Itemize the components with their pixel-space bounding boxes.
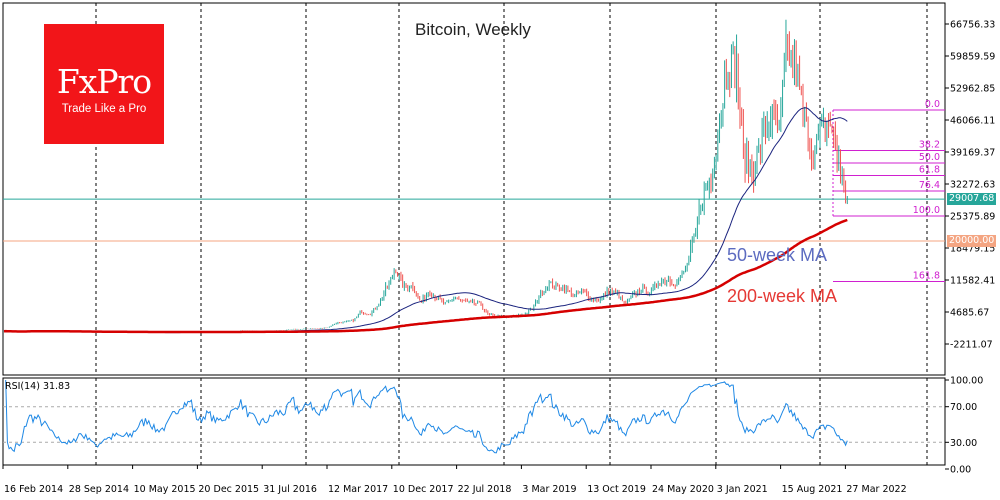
x-tick-label: 12 Mar 2017 xyxy=(328,484,388,495)
chart-title: Bitcoin, Weekly xyxy=(415,20,531,39)
x-tick-label: 27 Mar 2022 xyxy=(846,484,906,495)
rsi-line xyxy=(5,379,848,454)
fib-level-label: 38.2 xyxy=(919,139,940,150)
logo-tagline: Trade Like a Pro xyxy=(61,103,147,115)
x-tick-label: 10 Dec 2017 xyxy=(393,484,454,495)
rsi-pane xyxy=(2,377,946,466)
rsi-y-tick-label: 70.00 xyxy=(950,402,977,413)
fib-level-label: 61.8 xyxy=(919,164,940,175)
y-tick-label: 4685.67 xyxy=(950,308,989,319)
rsi-label: RSI(14) 31.83 xyxy=(5,381,71,392)
x-tick-label: 24 May 2020 xyxy=(652,484,714,495)
y-tick-label: 18479.15 xyxy=(950,244,995,255)
x-tick-label: 20 Dec 2015 xyxy=(198,484,259,495)
x-tick-label: 3 Jan 2021 xyxy=(717,484,768,495)
fib-level-label: 161.8 xyxy=(913,270,940,281)
x-tick-label: 16 Feb 2014 xyxy=(4,484,63,495)
rsi-y-tick-label: 0.00 xyxy=(950,465,971,476)
fib-level-label: 50.0 xyxy=(919,152,940,163)
current-price-tag: 29007.68 xyxy=(947,193,997,205)
y-tick-label: 32272.63 xyxy=(950,180,995,191)
moving-average-line xyxy=(3,218,848,334)
main-pane xyxy=(2,2,946,376)
y-tick-label: 52962.85 xyxy=(950,84,995,95)
x-tick-label: 13 Oct 2019 xyxy=(587,484,646,495)
fib-level-label: 76.4 xyxy=(919,180,940,191)
x-tick-label: 31 Jul 2016 xyxy=(263,484,317,495)
y-tick-label: 59859.59 xyxy=(950,52,995,63)
y-tick-label: 11582.41 xyxy=(950,276,995,287)
rsi-y-tick-label: 30.00 xyxy=(950,438,977,449)
ma200-label: 200-week MA xyxy=(727,286,838,306)
fib-level-label: 0.0 xyxy=(925,99,940,110)
y-tick-label: 39169.37 xyxy=(950,148,995,159)
x-tick-label: 10 May 2015 xyxy=(134,484,196,495)
x-tick-label: 15 Aug 2021 xyxy=(782,484,843,495)
logo-brand: FxPro xyxy=(56,62,152,101)
x-tick-label: 3 Mar 2019 xyxy=(522,484,576,495)
ma50-label: 50-week MA xyxy=(727,245,828,265)
level-20000-tag: 20000.00 xyxy=(947,235,997,247)
y-tick-label: 25375.89 xyxy=(950,212,995,223)
rsi-y-tick-label: 100.00 xyxy=(950,376,983,387)
fxpro-logo: FxPro Trade Like a Pro xyxy=(44,24,164,144)
y-tick-label: -2211.07 xyxy=(950,340,993,351)
x-tick-label: 28 Sep 2014 xyxy=(69,484,129,495)
y-tick-label: 66756.33 xyxy=(950,20,995,31)
y-tick-label: 46066.11 xyxy=(950,116,995,127)
x-tick-label: 22 Jul 2018 xyxy=(458,484,512,495)
fib-level-label: 100.0 xyxy=(913,205,940,216)
